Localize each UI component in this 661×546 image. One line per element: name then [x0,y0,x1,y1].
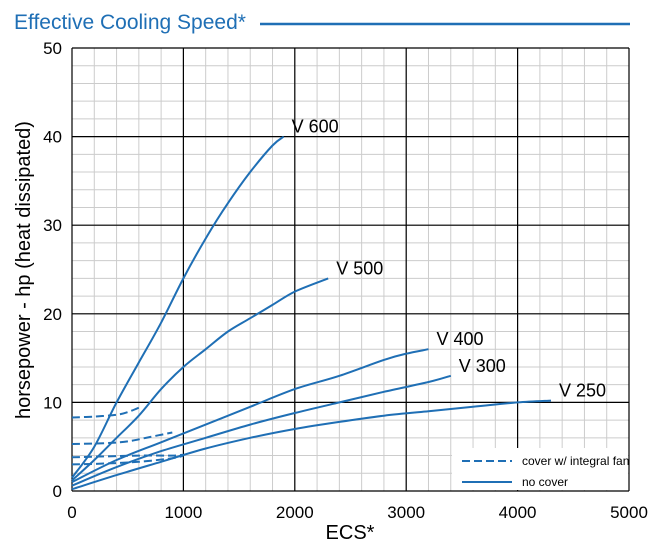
x-tick-label: 5000 [610,503,648,522]
series-line-v500 [71,277,329,482]
y-tick-label: 30 [43,216,62,235]
x-tick-label: 0 [67,503,76,522]
series-label-v300: V 300 [459,356,506,376]
series-line-cover-fan [71,406,140,419]
series-label-v400: V 400 [436,329,483,349]
y-axis-label: horsepower - hp (heat dissipated) [13,121,35,419]
series-label-v600: V 600 [292,117,339,137]
grid [71,47,630,492]
series-line-cover-fan [71,431,173,445]
plot-area [72,48,629,491]
label-group: 0 1000 2000 3000 4000 5000 0 10 20 30 40 50 V 600 V 5… [43,39,648,522]
y-tick-label: 20 [43,305,62,324]
legend-label-cover: cover w/ integral fan [522,454,629,468]
y-tick-label: 0 [53,482,62,501]
y-tick-label: 10 [43,393,62,412]
x-tick-label: 4000 [499,503,537,522]
x-axis-label: ECS* [326,522,375,544]
series-line-v250 [71,399,552,491]
series-line-v400 [71,348,429,483]
x-tick-label: 1000 [164,503,202,522]
series-group [71,135,552,491]
series-line-v300 [71,374,452,487]
series-line-cover-fan [71,454,184,466]
legend: cover w/ integral fan no cover [462,454,629,489]
series-label-v500: V 500 [336,258,383,278]
x-tick-label: 2000 [276,503,314,522]
y-tick-label: 50 [43,39,62,58]
legend-label-nocover: no cover [522,475,568,489]
chart-title: Effective Cooling Speed* [14,11,246,34]
series-line-cover-fan [71,453,184,459]
series-label-v250: V 250 [559,381,606,401]
x-tick-label: 3000 [387,503,425,522]
y-tick-label: 40 [43,128,62,147]
